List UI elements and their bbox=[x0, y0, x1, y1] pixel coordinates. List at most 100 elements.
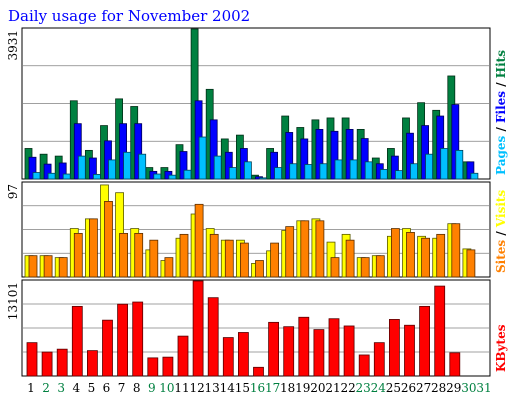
bar-kbytes-day-12 bbox=[192, 280, 204, 377]
x-tick-label: 15 bbox=[235, 381, 250, 395]
bar-sites-day-24 bbox=[375, 255, 385, 278]
bar-pages-day-18 bbox=[289, 163, 298, 180]
bar-kbytes-day-18 bbox=[283, 326, 295, 377]
bar-kbytes-day-25 bbox=[388, 319, 400, 377]
bar-files-day-11 bbox=[179, 151, 188, 180]
bar-sites-day-10 bbox=[164, 257, 174, 278]
x-tick-label: 17 bbox=[265, 381, 280, 395]
bar-kbytes-day-1 bbox=[26, 342, 38, 377]
bar-files-day-1 bbox=[28, 156, 37, 180]
bar-pages-day-8 bbox=[138, 153, 147, 180]
bar-kbytes-day-4 bbox=[71, 305, 83, 377]
bar-pages-day-9 bbox=[153, 173, 162, 180]
bar-kbytes-day-21 bbox=[328, 318, 340, 377]
bar-sites-day-21 bbox=[330, 257, 340, 278]
bar-kbytes-day-17 bbox=[268, 321, 280, 377]
bar-sites-day-23 bbox=[360, 257, 370, 278]
bar-pages-day-13 bbox=[213, 155, 222, 180]
bar-pages-day-23 bbox=[364, 161, 373, 180]
legend-entry: Visits bbox=[494, 190, 508, 232]
bar-sites-day-2 bbox=[43, 255, 53, 278]
bar-pages-day-26 bbox=[410, 163, 418, 180]
bar-files-day-19 bbox=[300, 138, 309, 180]
panel-hits-files-pages: 3931 Pages / Files / Hits bbox=[6, 27, 508, 180]
x-tick-label: 8 bbox=[133, 381, 141, 395]
bar-pages-day-11 bbox=[183, 169, 192, 180]
legend-entry: Hits bbox=[494, 50, 508, 83]
bar-kbytes-day-14 bbox=[222, 337, 234, 377]
legend-entry: Sites bbox=[494, 240, 508, 273]
x-tick-label: 2 bbox=[42, 381, 50, 395]
bar-kbytes-day-23 bbox=[358, 354, 370, 377]
bar-kbytes-day-29 bbox=[449, 352, 461, 377]
bar-files-day-4 bbox=[73, 123, 82, 180]
bar-pages-day-6 bbox=[108, 159, 116, 180]
bar-sites-day-17 bbox=[270, 242, 280, 278]
bar-pages-day-21 bbox=[334, 159, 343, 180]
x-tick-label: 18 bbox=[280, 381, 295, 395]
x-tick-label: 10 bbox=[159, 381, 174, 395]
bar-pages-day-29 bbox=[455, 149, 464, 180]
bar-pages-day-19 bbox=[304, 164, 313, 180]
legend-entry: / bbox=[494, 127, 508, 136]
bar-sites-day-28 bbox=[436, 233, 446, 278]
bar-sites-day-3 bbox=[58, 257, 68, 278]
bar-files-day-17 bbox=[270, 151, 279, 180]
chart-title: Daily usage for November 2002 bbox=[8, 7, 250, 25]
bar-pages-day-22 bbox=[349, 159, 358, 180]
x-tick-label: 27 bbox=[416, 381, 431, 395]
x-tick-label: 13 bbox=[205, 381, 220, 395]
bar-files-day-18 bbox=[285, 132, 294, 180]
bar-kbytes-day-7 bbox=[117, 303, 128, 377]
x-tick-label: 24 bbox=[371, 381, 387, 395]
x-tick-label: 29 bbox=[446, 381, 461, 395]
legend-entry: Files bbox=[494, 91, 508, 127]
x-tick-label: 3 bbox=[57, 381, 65, 395]
y-max-label: 13101 bbox=[6, 282, 20, 320]
bar-files-day-8 bbox=[134, 123, 143, 180]
bar-kbytes-day-27 bbox=[419, 305, 431, 377]
bar-files-day-30 bbox=[466, 161, 475, 180]
bar-sites-day-9 bbox=[149, 239, 159, 278]
bar-pages-day-27 bbox=[425, 153, 434, 180]
bar-sites-day-11 bbox=[179, 233, 189, 278]
bar-kbytes-day-13 bbox=[207, 297, 219, 377]
bar-sites-day-25 bbox=[390, 228, 400, 278]
bar-sites-day-8 bbox=[134, 232, 144, 278]
bar-pages-day-14 bbox=[228, 167, 237, 180]
bar-sites-day-5 bbox=[89, 218, 98, 278]
bar-kbytes-day-9 bbox=[147, 357, 159, 377]
legend-entry: KBytes bbox=[494, 324, 508, 372]
bar-pages-day-24 bbox=[379, 169, 388, 180]
bar-sites-day-13 bbox=[209, 233, 219, 278]
bar-pages-day-15 bbox=[243, 161, 252, 180]
legend-entry: / bbox=[494, 231, 508, 240]
bar-pages-day-16 bbox=[259, 177, 267, 180]
legend-visits-sites: Sites / Visits bbox=[494, 190, 508, 273]
x-tick-label: 20 bbox=[310, 381, 325, 395]
bar-sites-day-15 bbox=[239, 242, 249, 278]
x-tick-label: 12 bbox=[189, 381, 204, 395]
bar-pages-day-30 bbox=[470, 172, 479, 180]
x-tick-label: 23 bbox=[356, 381, 371, 395]
bar-sites-day-18 bbox=[285, 226, 295, 278]
bar-kbytes-day-6 bbox=[102, 319, 113, 377]
bar-pages-day-20 bbox=[319, 163, 328, 180]
bar-files-day-27 bbox=[421, 125, 430, 180]
bar-kbytes-day-2 bbox=[41, 351, 53, 377]
bar-sites-day-26 bbox=[406, 232, 415, 278]
x-tick-label: 16 bbox=[250, 381, 265, 395]
x-tick-label: 14 bbox=[220, 381, 236, 395]
bar-kbytes-day-26 bbox=[404, 324, 415, 377]
bar-files-day-5 bbox=[89, 157, 97, 180]
bar-kbytes-day-5 bbox=[87, 350, 98, 377]
x-tick-label: 9 bbox=[148, 381, 156, 395]
y-max-label: 3931 bbox=[6, 30, 20, 61]
bar-files-day-21 bbox=[330, 130, 339, 180]
x-tick-label: 25 bbox=[386, 381, 401, 395]
bar-sites-day-19 bbox=[300, 220, 310, 278]
bar-files-day-25 bbox=[390, 155, 399, 180]
bar-sites-day-12 bbox=[194, 203, 204, 278]
bar-files-day-22 bbox=[345, 128, 354, 180]
